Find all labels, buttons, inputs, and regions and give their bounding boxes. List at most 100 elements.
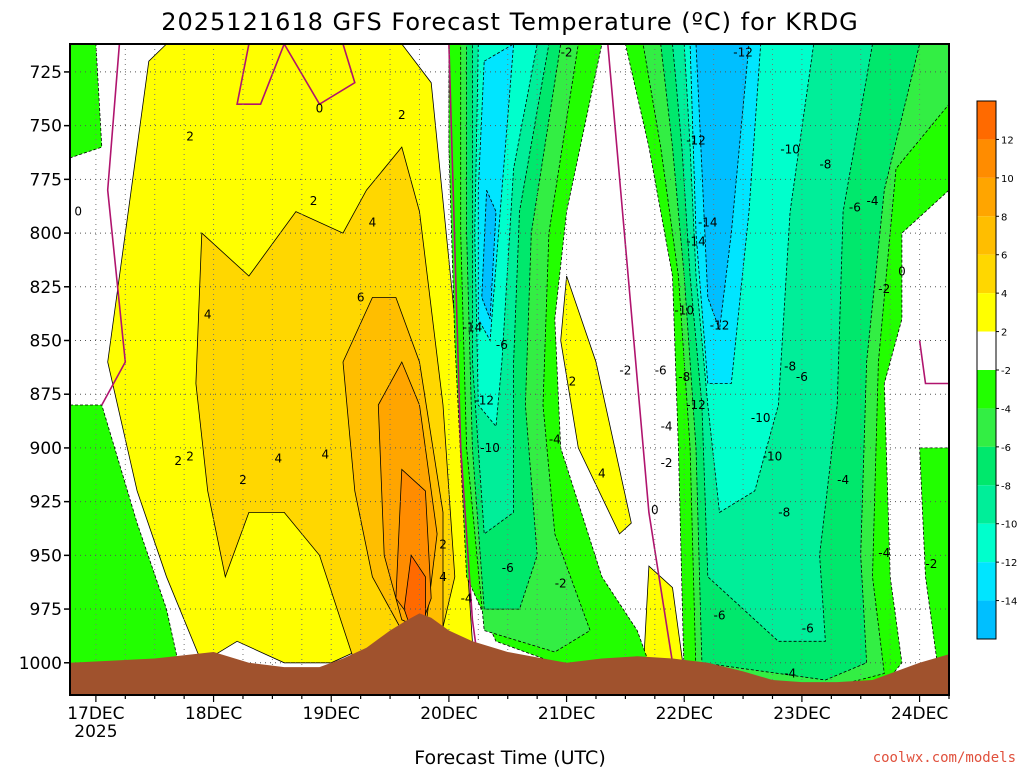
colorbar-swatch [977, 562, 996, 601]
contour-label: -10 [763, 450, 783, 464]
contour-label: -8 [819, 157, 831, 171]
colorbar-swatch [977, 139, 996, 178]
contour-label: -10 [780, 142, 800, 156]
isotherm-zero-0 [101, 44, 127, 406]
contour-label: -14 [698, 215, 718, 229]
contour-label: -8 [778, 505, 790, 519]
y-tick-label: 825 [30, 278, 62, 298]
x-tick-label: 21DEC [538, 704, 595, 724]
contour-label: -14 [463, 321, 483, 335]
contour-label: -2 [619, 364, 631, 378]
x-axis-label: Forecast Time (UTC) [414, 747, 605, 768]
colorbar-label: 8 [1001, 212, 1007, 223]
contour-label: -12 [710, 318, 730, 332]
contour-label: 0 [651, 503, 659, 517]
contour-label: -6 [714, 609, 726, 623]
contour-label: 4 [204, 308, 212, 322]
isotherm-zero-3 [448, 44, 480, 663]
colorbar-label: 12 [1001, 135, 1014, 146]
colorbar-swatch [977, 101, 996, 140]
contour-label: -12 [686, 398, 706, 412]
colorbar-label: -6 [1001, 443, 1011, 454]
x-tick-label: 17DEC [67, 704, 124, 724]
colorbar-swatch [977, 254, 996, 294]
chart-title: 2025121618 GFS Forecast Temperature (ºC)… [161, 8, 859, 36]
contour-label: 2 [174, 454, 182, 468]
contour-label: -6 [496, 338, 508, 352]
colorbar-swatch [977, 485, 996, 524]
contour-label: 2 [186, 129, 194, 143]
contour-label: -2 [561, 46, 573, 60]
contour-label: -12 [733, 46, 753, 60]
contour-label: 4 [439, 570, 447, 584]
contour-label: -4 [784, 667, 796, 681]
colorbar-label: 4 [1001, 289, 1007, 300]
x-tick-label: 23DEC [773, 704, 830, 724]
contour-label: -2 [555, 576, 567, 590]
contour-label: -10 [751, 411, 771, 425]
contour-label: -2 [878, 282, 890, 296]
contour-label: -10 [480, 441, 500, 455]
colorbar-swatch [977, 293, 996, 332]
contour-label: -4 [461, 591, 473, 605]
region-blue-below-14 [695, 44, 750, 330]
contour-label: -6 [502, 561, 514, 575]
y-tick-label: 1000 [19, 654, 62, 674]
y-tick-label: 750 [30, 117, 62, 137]
contour-label: -8 [784, 359, 796, 373]
contour-label: 2 [439, 538, 447, 552]
colorbar-swatch [977, 370, 996, 409]
contour-label: 2 [569, 374, 577, 388]
contour-label: -2 [925, 557, 937, 571]
contour-label: 0 [74, 205, 82, 219]
x-tick-year: 2025 [74, 722, 117, 742]
contour-label: -12 [474, 394, 494, 408]
y-tick-label: 725 [30, 63, 62, 83]
colorbar-label: -4 [1001, 404, 1011, 415]
colorbar-label: -12 [1001, 558, 1017, 569]
x-tick-label: 20DEC [420, 704, 477, 724]
contour-label: -4 [837, 473, 849, 487]
contour-label: -4 [878, 546, 890, 560]
contour-label: 2 [186, 450, 194, 464]
terrain-fill [70, 613, 949, 695]
contour-label: 0 [316, 101, 324, 115]
colorbar: 12 10 8 6 4 2 -2 -4 -6 -8 -10 -12 -14 [976, 100, 1017, 640]
contour-label: 4 [598, 467, 606, 481]
contour-label: -12 [686, 134, 706, 148]
colorbar-label: 2 [1001, 328, 1007, 339]
contour-label: 2 [239, 473, 247, 487]
x-tick-label: 18DEC [185, 704, 242, 724]
colorbar-label: -2 [1001, 366, 1011, 377]
y-tick-label: 925 [30, 493, 62, 513]
x-tick-label: 24DEC [891, 704, 948, 724]
contour-label: -4 [549, 432, 561, 446]
colorbar-label: 6 [1001, 251, 1007, 262]
y-tick-label: 900 [30, 439, 62, 459]
y-tick-label: 950 [30, 546, 62, 566]
contour-label: -4 [661, 419, 673, 433]
colorbar-swatch [977, 523, 996, 563]
colorbar-swatch [977, 331, 996, 370]
contour-label: 4 [369, 215, 377, 229]
region-green-early-top [70, 44, 103, 159]
isotherm-zero-5 [918, 340, 949, 385]
y-axis: 725 750 775 800 825 850 875 900 925 950 975 1000 [19, 63, 70, 674]
x-tick-label: 22DEC [656, 704, 713, 724]
colorbar-swatch [977, 446, 996, 486]
terrain [70, 613, 949, 695]
contour-label: -8 [678, 370, 690, 384]
contour-label: 4 [274, 452, 282, 466]
colorbar-label: -14 [1001, 597, 1017, 608]
contour-label: 0 [898, 265, 906, 279]
isotherm-zero-4 [607, 44, 674, 663]
contour-label: -6 [849, 200, 861, 214]
colorbar-swatch [977, 408, 996, 447]
contour-label: -6 [655, 364, 667, 378]
colorbar-swatch [977, 216, 996, 255]
y-tick-label: 800 [30, 224, 62, 244]
contour-label: 6 [357, 291, 365, 305]
